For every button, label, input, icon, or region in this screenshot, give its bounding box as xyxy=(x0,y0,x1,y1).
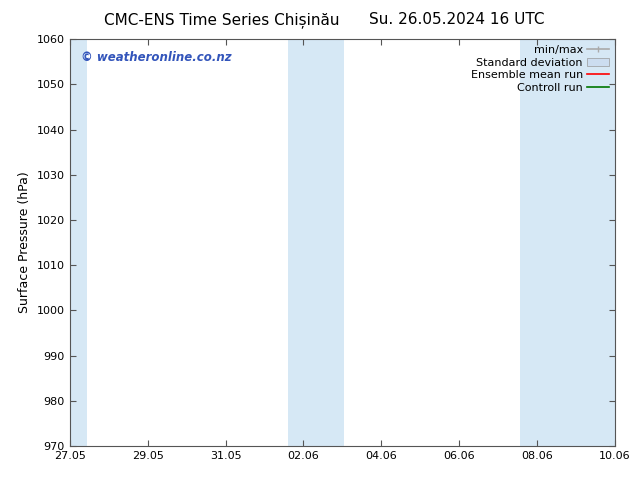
Text: CMC-ENS Time Series Chișinău: CMC-ENS Time Series Chișinău xyxy=(104,12,340,28)
Bar xyxy=(520,39,617,446)
Text: © weatheronline.co.nz: © weatheronline.co.nz xyxy=(81,51,231,64)
Y-axis label: Surface Pressure (hPa): Surface Pressure (hPa) xyxy=(18,172,31,314)
Text: Su. 26.05.2024 16 UTC: Su. 26.05.2024 16 UTC xyxy=(369,12,544,27)
Bar xyxy=(68,39,87,446)
Bar xyxy=(288,39,344,446)
Legend: min/max, Standard deviation, Ensemble mean run, Controll run: min/max, Standard deviation, Ensemble me… xyxy=(470,45,609,93)
